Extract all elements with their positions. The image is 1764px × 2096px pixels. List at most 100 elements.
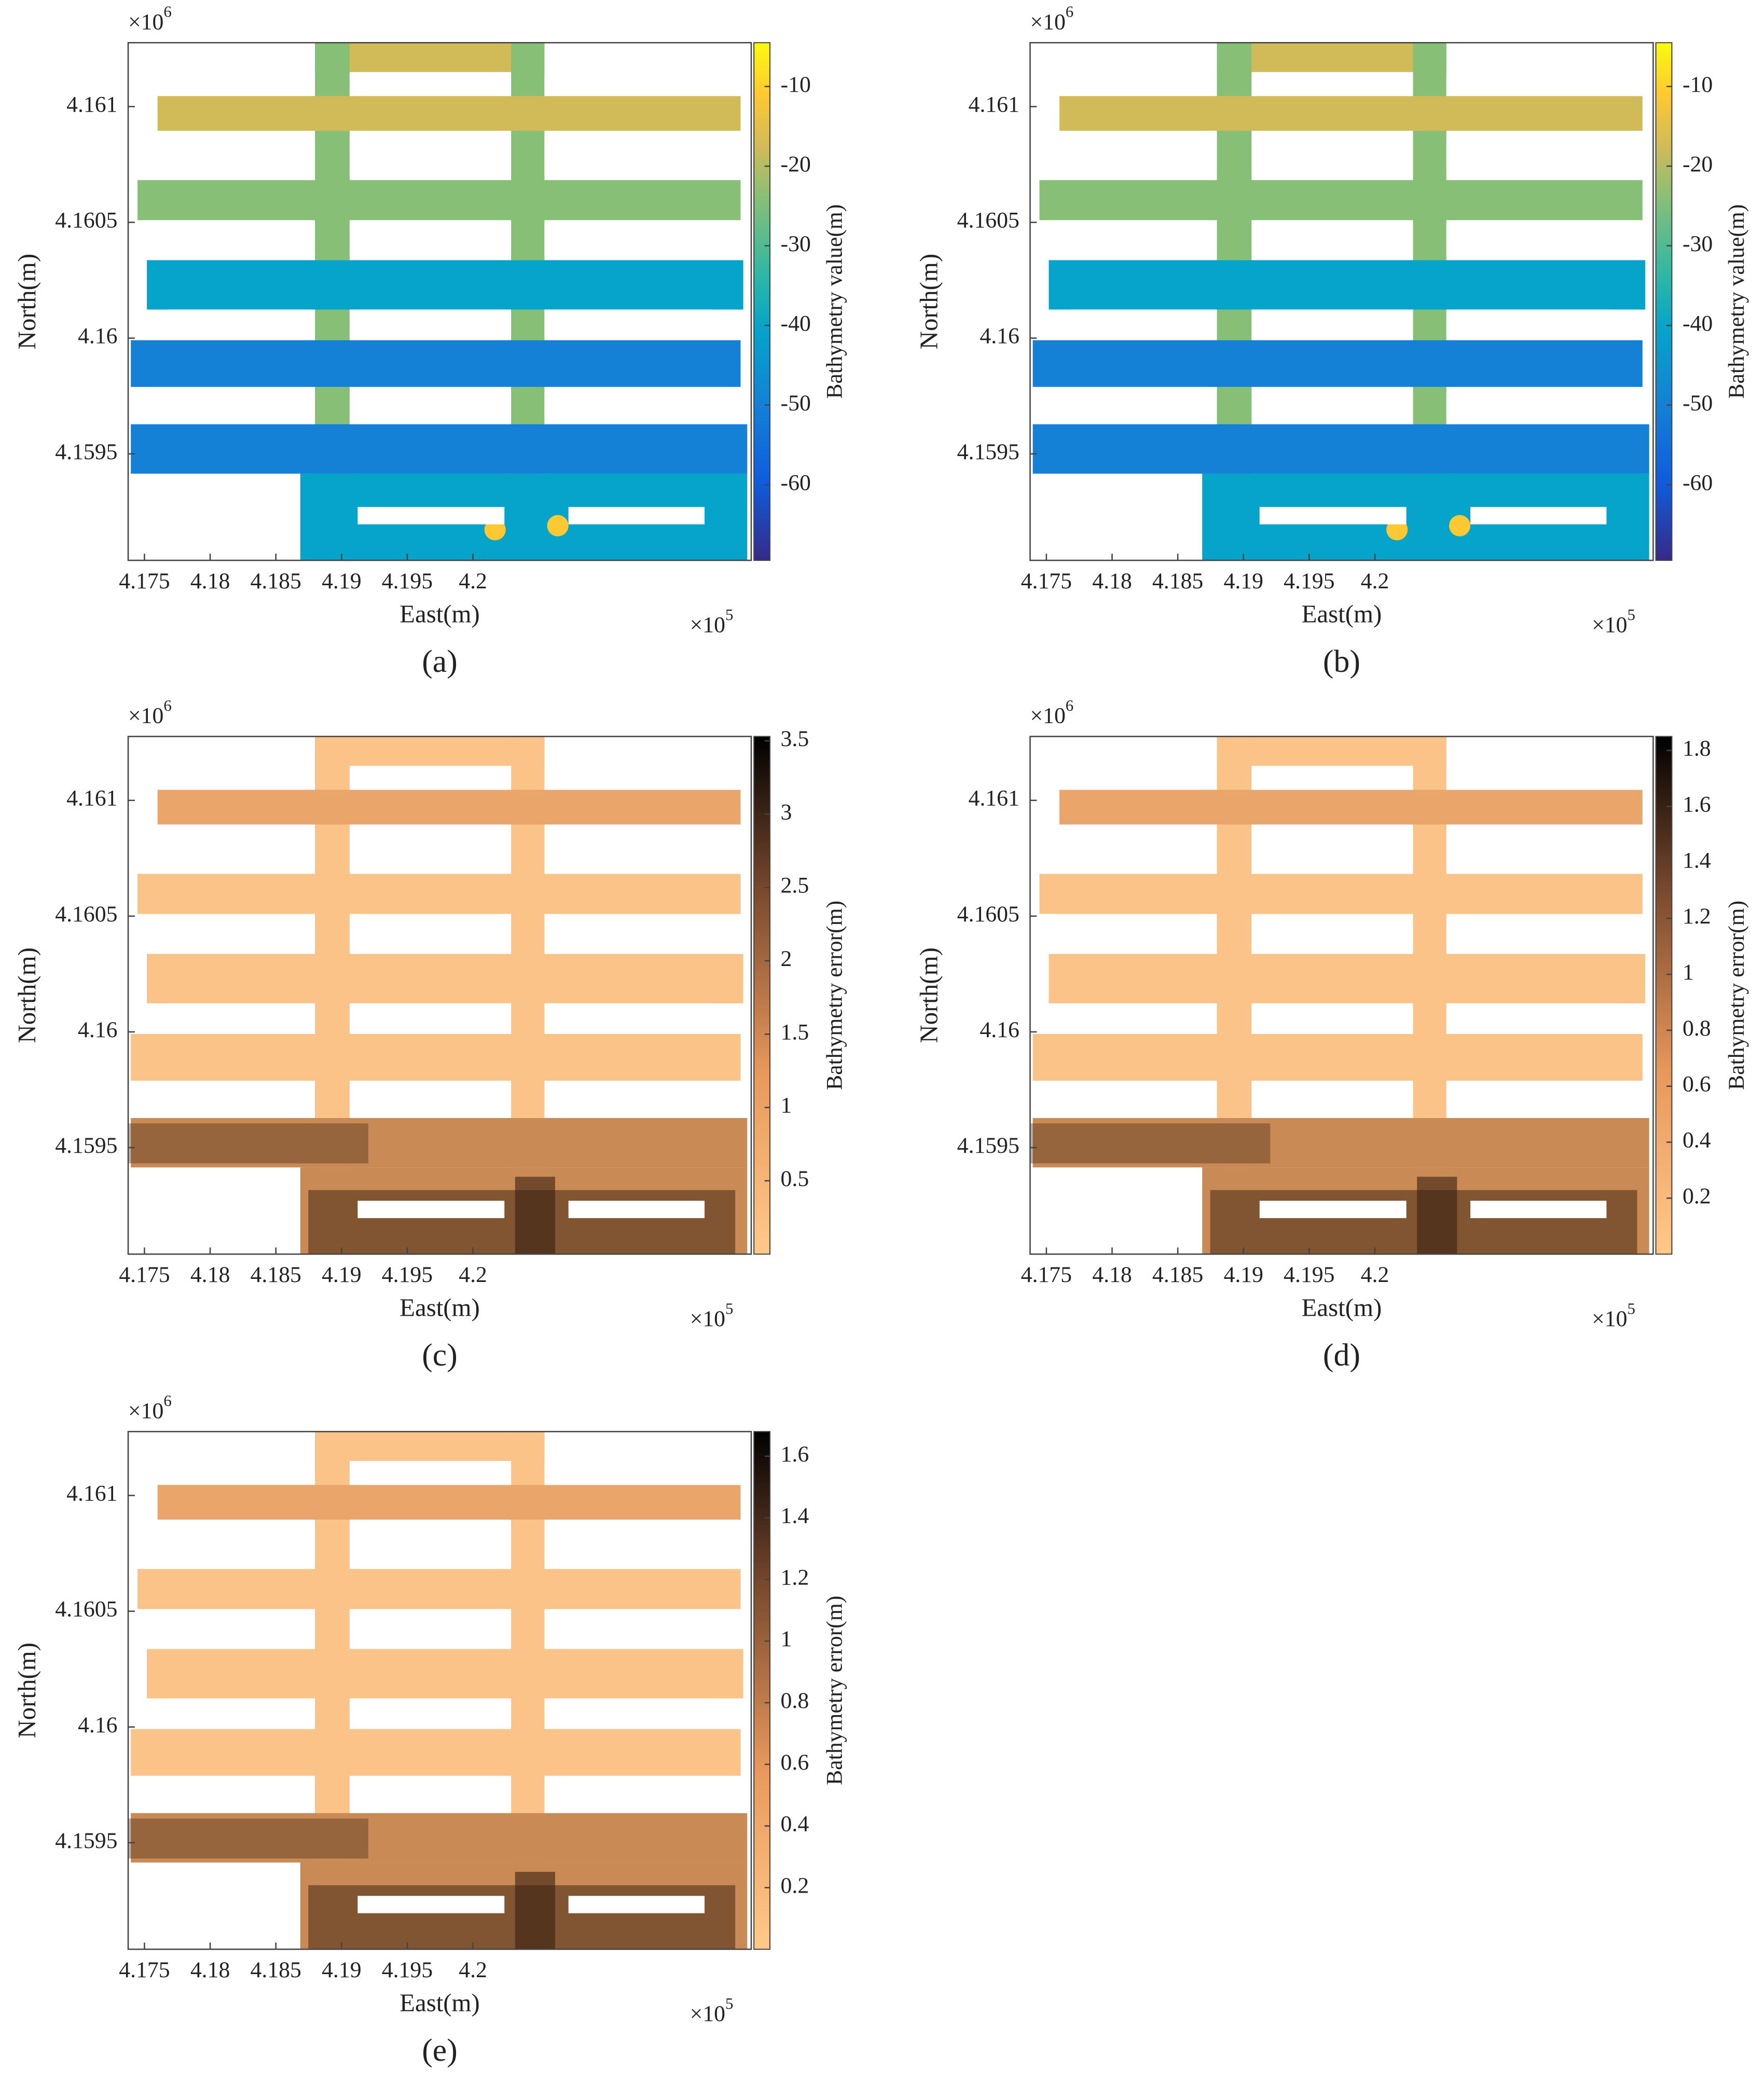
- x-tick-label: 4.195: [382, 569, 433, 594]
- x-factor-base: ×10: [1592, 613, 1627, 638]
- swath: [1217, 43, 1446, 72]
- x-tick-label: 4.185: [251, 569, 301, 594]
- colorbar-tick-label: -50: [781, 391, 811, 416]
- swath: [147, 1649, 743, 1699]
- axes-frame: [1029, 736, 1654, 1255]
- gap: [157, 1781, 288, 1811]
- y-tick-label: 4.1595: [957, 1133, 1019, 1158]
- gap: [568, 1201, 705, 1218]
- x-factor: ×105: [1592, 606, 1635, 638]
- colorbar-tick-label: -40: [1683, 311, 1713, 336]
- colorbar: [753, 1431, 771, 1950]
- x-tick-label: 4.185: [251, 1957, 301, 1982]
- gap: [1446, 1003, 1614, 1033]
- gap: [544, 76, 741, 96]
- x-axis-label: East(m): [399, 1988, 480, 2017]
- swath: [315, 43, 545, 72]
- y-axis-label: North(m): [914, 254, 943, 350]
- gap: [168, 1698, 315, 1728]
- x-tick-label: 4.175: [1021, 569, 1072, 594]
- y-tick-label: 4.161: [66, 1481, 117, 1506]
- gap: [1259, 392, 1413, 422]
- y-factor-power: 6: [1066, 697, 1073, 714]
- swath: [1059, 96, 1643, 131]
- axes-frame: [1029, 42, 1654, 561]
- swath: [131, 1033, 741, 1081]
- swath: [1049, 260, 1645, 310]
- gap: [357, 1781, 512, 1811]
- gap: [568, 1896, 705, 1913]
- y-factor-power: 6: [1066, 3, 1073, 21]
- colorbar-tick-label: 1.8: [1683, 736, 1711, 761]
- map-image: [1032, 43, 1649, 561]
- swath: [1032, 1118, 1649, 1168]
- swath: [1059, 790, 1643, 825]
- colorbar-tick-label: 0.6: [1683, 1072, 1711, 1097]
- y-axis-label: North(m): [12, 254, 41, 350]
- swath: [1039, 180, 1643, 220]
- colorbar-tick-label: 0.8: [1683, 1016, 1711, 1041]
- gap: [168, 916, 315, 950]
- gap: [1251, 1003, 1413, 1033]
- y-tick-label: 4.1595: [55, 1133, 117, 1158]
- colorbar-tick-label: 1: [781, 1093, 792, 1118]
- x-tick-label: 4.2: [1361, 1262, 1389, 1287]
- gap: [1251, 769, 1413, 790]
- y-tick-label: 4.161: [66, 786, 117, 811]
- gap: [1446, 1086, 1614, 1115]
- x-tick-label: 4.195: [382, 1957, 433, 1982]
- swath: [1032, 340, 1643, 387]
- error-patch: [128, 1818, 368, 1859]
- gap: [157, 392, 288, 422]
- colorbar-tick-label: -60: [1683, 470, 1713, 495]
- gap: [544, 916, 711, 950]
- y-factor-base: ×10: [128, 1398, 163, 1423]
- colorbar-tick-label: 1.5: [781, 1019, 809, 1044]
- gap: [544, 309, 711, 339]
- x-tick-label: 4.19: [322, 1957, 361, 1982]
- y-tick-label: 4.1605: [957, 902, 1019, 927]
- y-factor-base: ×10: [128, 9, 163, 34]
- colorbar-label: Bathymetry value(m): [822, 204, 847, 399]
- gap: [1259, 1201, 1407, 1218]
- x-factor-power: 5: [725, 1300, 733, 1317]
- x-tick-label: 4.2: [459, 1957, 487, 1982]
- y-tick-label: 4.16: [78, 324, 117, 349]
- colorbar-tick-label: -10: [1683, 72, 1713, 97]
- colorbar-tick-label: -50: [1683, 391, 1713, 416]
- gap: [544, 392, 711, 422]
- colorbar-label: Bathymetry error(m): [1724, 901, 1749, 1090]
- swath: [131, 1118, 748, 1168]
- x-factor-power: 5: [725, 1995, 733, 2012]
- x-tick-label: 4.18: [190, 569, 230, 594]
- shallow-spot: [1449, 515, 1471, 536]
- swath: [131, 1813, 748, 1863]
- y-tick-label: 4.16: [980, 324, 1019, 349]
- gap: [1446, 392, 1614, 422]
- gap: [1259, 507, 1407, 525]
- gap: [349, 916, 512, 950]
- gap: [544, 1781, 711, 1811]
- swath: [147, 260, 743, 310]
- x-tick-label: 4.19: [322, 1262, 361, 1287]
- y-factor: ×106: [128, 3, 172, 35]
- gap: [349, 1003, 512, 1033]
- error-patch: [515, 1177, 555, 1254]
- y-axis-label: North(m): [914, 947, 943, 1043]
- y-factor: ×106: [1030, 3, 1073, 35]
- y-tick-label: 4.161: [969, 92, 1019, 117]
- colorbar-label: Bathymetry value(m): [1724, 204, 1749, 399]
- gap: [1251, 830, 1413, 870]
- x-tick-label: 4.18: [190, 1957, 230, 1982]
- y-tick-label: 4.16: [980, 1017, 1019, 1042]
- swath: [1032, 424, 1649, 474]
- map-image: [1030, 736, 1649, 1254]
- swath: [157, 96, 741, 131]
- gap: [1251, 136, 1413, 176]
- map-image: [128, 1431, 748, 1950]
- y-tick-label: 4.1595: [55, 439, 117, 464]
- colorbar-tick-label: -20: [1683, 151, 1713, 176]
- colorbar-tick-label: 2: [781, 946, 792, 971]
- y-axis-label: North(m): [12, 947, 41, 1043]
